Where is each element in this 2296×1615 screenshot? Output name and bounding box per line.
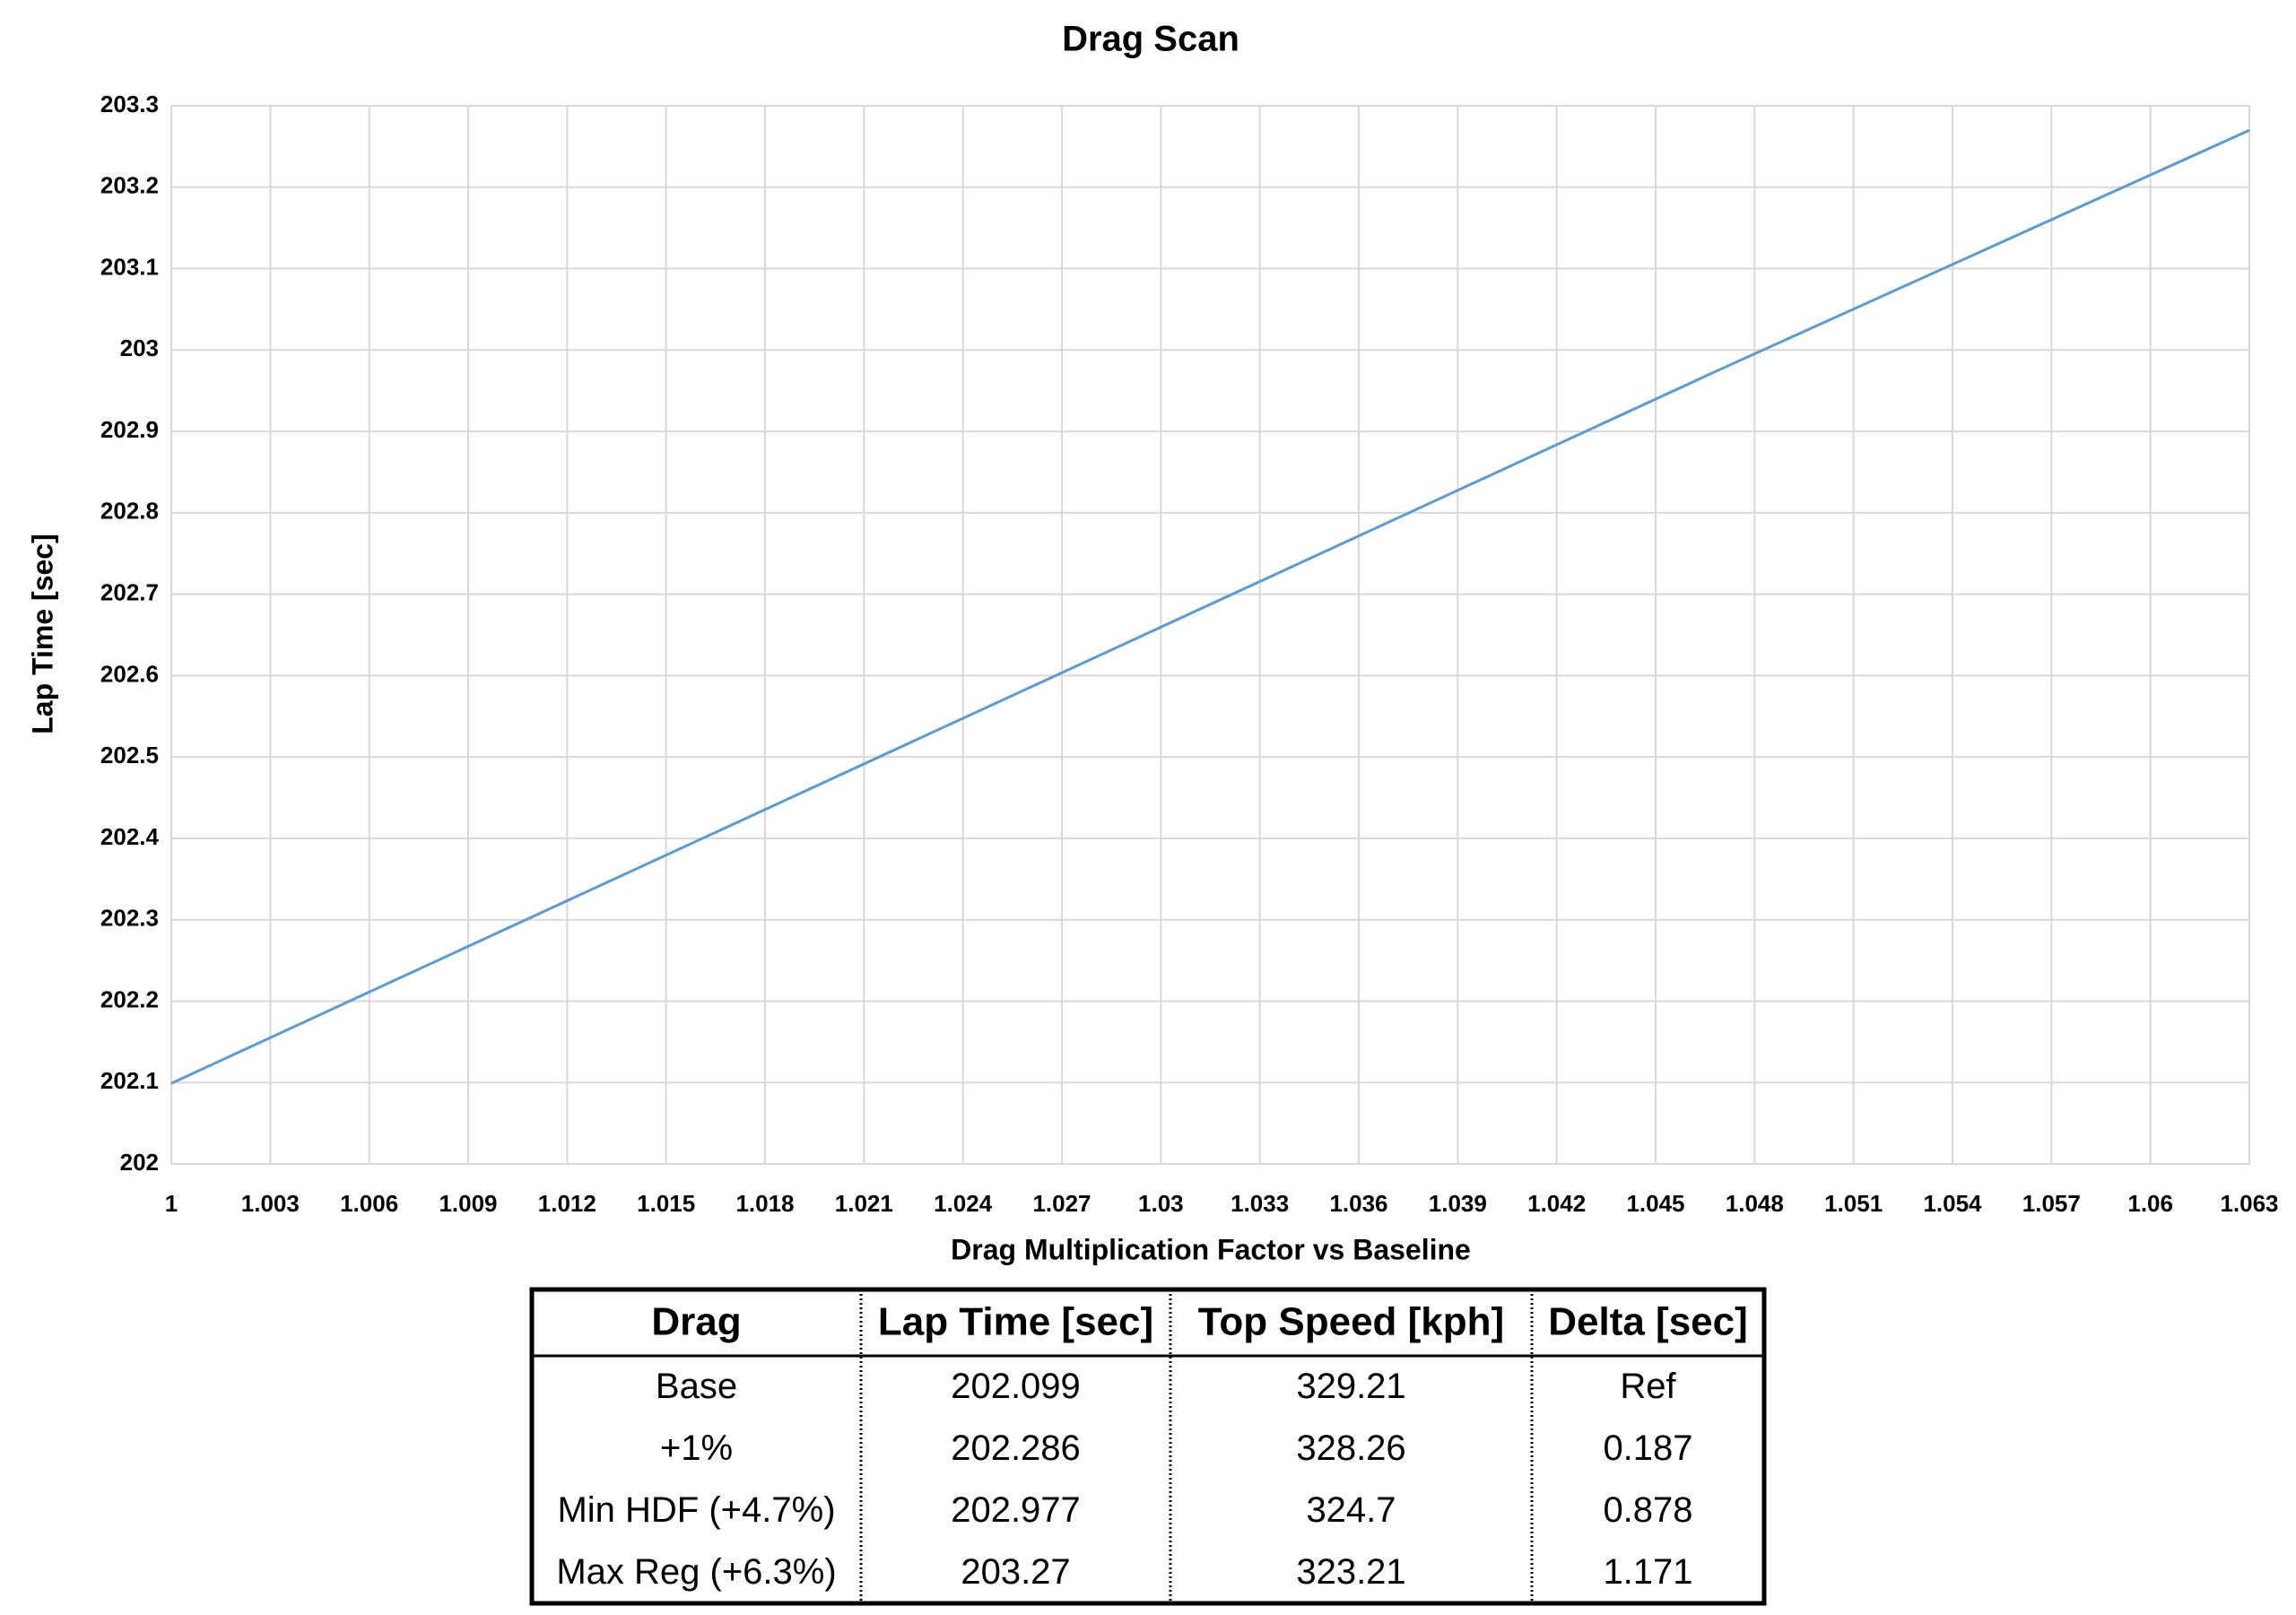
x-tick-label: 1.024 <box>934 1190 993 1217</box>
table-cell: Base <box>656 1367 737 1406</box>
table-cell: 324.7 <box>1306 1490 1396 1530</box>
x-tick-label: 1 <box>165 1190 178 1217</box>
x-tick-label: 1.036 <box>1329 1190 1387 1217</box>
x-tick-label: 1.03 <box>1138 1190 1184 1217</box>
table-cell: 323.21 <box>1296 1552 1405 1592</box>
y-tick-label: 202.5 <box>100 742 159 768</box>
y-axis-label: Lap Time [sec] <box>26 534 58 734</box>
x-tick-label: 1.033 <box>1231 1190 1289 1217</box>
table-cell: 1.171 <box>1603 1552 1692 1592</box>
table-border <box>529 1287 1767 1606</box>
x-tick-label: 1.006 <box>340 1190 398 1217</box>
table-header: Delta [sec] <box>1548 1300 1748 1344</box>
x-tick-label: 1.051 <box>1824 1190 1883 1217</box>
x-tick-label: 1.015 <box>637 1190 695 1217</box>
y-tick-label: 203.1 <box>100 253 159 280</box>
x-tick-label: 1.048 <box>1726 1190 1784 1217</box>
table-cell: Ref <box>1620 1367 1676 1406</box>
y-tick-label: 202.9 <box>100 416 159 443</box>
y-tick-label: 202.4 <box>100 823 160 850</box>
y-tick-label: 202.8 <box>100 498 159 525</box>
table-cell: 202.099 <box>951 1367 1081 1406</box>
table-cell: 202.286 <box>951 1428 1081 1468</box>
x-tick-label: 1.021 <box>835 1190 893 1217</box>
table-cell: 328.26 <box>1296 1428 1405 1468</box>
y-tick-label: 202.7 <box>100 578 159 605</box>
y-tick-label: 203.3 <box>100 91 159 117</box>
y-tick-label: 203 <box>120 334 159 361</box>
x-tick-label: 1.042 <box>1527 1190 1586 1217</box>
x-tick-label: 1.027 <box>1032 1190 1091 1217</box>
table-cell: +1% <box>660 1428 733 1468</box>
table-header: Top Speed [kph] <box>1198 1300 1504 1344</box>
y-tick-label: 202.1 <box>100 1067 159 1094</box>
x-tick-label: 1.045 <box>1626 1190 1684 1217</box>
table-cell: 202.977 <box>951 1490 1081 1530</box>
x-tick-label: 1.003 <box>241 1190 300 1217</box>
table-cell: 203.27 <box>961 1552 1070 1592</box>
x-tick-label: 1.039 <box>1429 1190 1487 1217</box>
table-cell: 329.21 <box>1296 1367 1405 1406</box>
x-tick-label: 1.054 <box>1923 1190 1982 1217</box>
y-tick-label: 202.2 <box>100 985 159 1012</box>
table-cell: 0.187 <box>1603 1428 1692 1468</box>
table-cell: Min HDF (+4.7%) <box>557 1490 835 1530</box>
y-tick-label: 202.6 <box>100 660 159 687</box>
x-tick-label: 1.018 <box>735 1190 794 1217</box>
x-tick-label: 1.012 <box>538 1190 596 1217</box>
table-cell: 0.878 <box>1603 1490 1692 1530</box>
chart-title: Drag Scan <box>1062 20 1239 59</box>
x-tick-label: 1.009 <box>439 1190 497 1217</box>
y-tick-label: 202.3 <box>100 905 159 932</box>
y-tick-label: 202 <box>120 1149 159 1176</box>
x-tick-label: 1.057 <box>2022 1190 2081 1217</box>
x-tick-label: 1.06 <box>2127 1190 2173 1217</box>
table-header: Lap Time [sec] <box>878 1300 1153 1344</box>
y-tick-label: 203.2 <box>100 172 159 199</box>
x-axis-label: Drag Multiplication Factor vs Baseline <box>951 1233 1471 1265</box>
data-line <box>170 128 2250 1085</box>
table-cell: Max Reg (+6.3%) <box>556 1552 836 1592</box>
x-tick-label: 1.063 <box>2220 1190 2278 1217</box>
table-header: Drag <box>651 1300 741 1344</box>
